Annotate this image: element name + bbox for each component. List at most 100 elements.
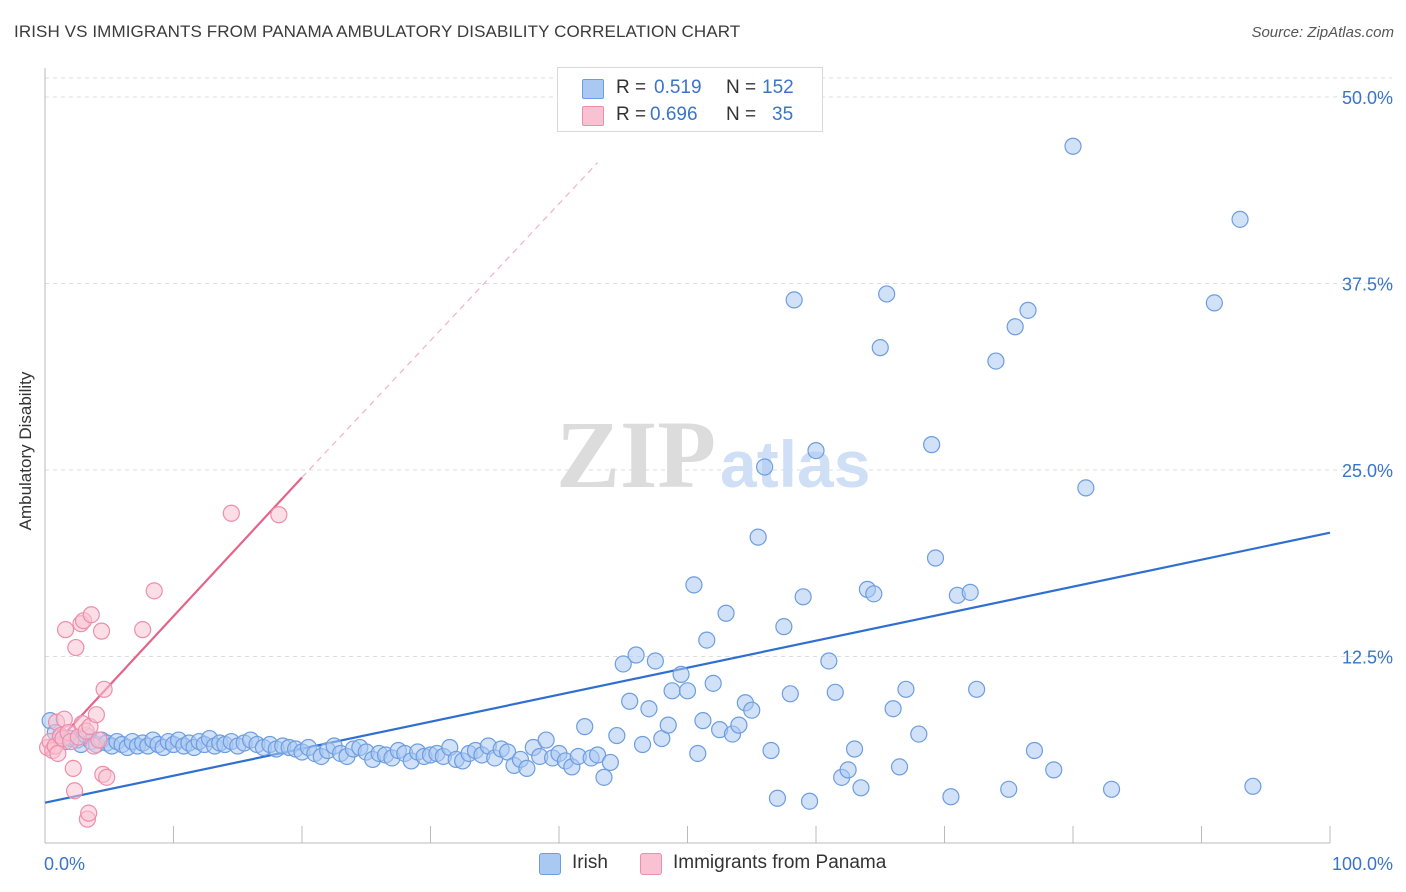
point-irish	[698, 631, 716, 649]
point-irish	[743, 701, 761, 719]
point-irish	[1019, 301, 1037, 319]
y-axis-label: Ambulatory Disability	[16, 371, 35, 531]
chart-title: IRISH VS IMMIGRANTS FROM PANAMA AMBULATO…	[14, 22, 741, 41]
point-irish	[961, 583, 979, 601]
trend-line-irish	[44, 531, 1331, 804]
gridlines	[45, 77, 1392, 657]
point-irish	[518, 759, 536, 778]
legend-n-value: 35	[772, 104, 794, 125]
point-irish	[588, 746, 607, 764]
point-irish	[685, 576, 703, 594]
bottom-legend-label-panama: Immigrants from Panama	[673, 852, 887, 873]
point-irish	[826, 683, 844, 701]
bottom-legend-swatch-panama	[640, 853, 662, 875]
point-irish	[871, 339, 889, 357]
point-irish	[694, 712, 712, 730]
bottom-legend-swatch-irish	[539, 853, 561, 875]
point-irish	[678, 682, 697, 700]
point-irish	[1045, 761, 1063, 779]
point-irish	[1205, 294, 1223, 312]
point-irish	[794, 588, 812, 606]
data-points	[38, 137, 1262, 828]
point-irish	[820, 652, 838, 670]
point-irish	[1000, 780, 1018, 798]
point-irish	[633, 735, 652, 754]
point-irish	[839, 761, 857, 779]
point-irish	[627, 646, 645, 664]
watermark-zip: ZIP	[556, 401, 716, 508]
tick-labels: 12.5% 25.0% 37.5% 50.0% 0.0% 100.0%	[44, 88, 1393, 874]
point-panama	[145, 582, 163, 600]
point-irish	[608, 726, 626, 745]
point-irish	[1025, 741, 1044, 760]
point-irish	[942, 788, 960, 806]
bottom-legend-label-irish: Irish	[572, 852, 608, 873]
point-irish	[762, 741, 780, 760]
watermark-atlas: atlas	[720, 427, 870, 501]
point-irish	[968, 680, 986, 698]
point-irish	[689, 744, 707, 763]
point-irish	[923, 436, 941, 454]
point-irish	[601, 753, 620, 772]
watermark: ZIP atlas	[556, 401, 870, 508]
point-irish	[785, 291, 803, 309]
legend-r-value: 0.519	[654, 77, 702, 98]
point-panama	[64, 759, 82, 778]
legend-swatch-panama	[582, 106, 604, 126]
point-irish	[775, 618, 793, 636]
point-irish	[614, 655, 632, 673]
trend-lines	[44, 162, 1331, 804]
point-irish	[800, 792, 819, 810]
point-irish	[704, 674, 722, 692]
point-irish	[1244, 777, 1262, 795]
point-irish	[595, 768, 613, 786]
point-panama	[49, 744, 67, 763]
point-irish	[576, 718, 594, 736]
point-irish	[1006, 318, 1024, 336]
point-irish	[1077, 479, 1095, 497]
point-panama	[82, 606, 100, 624]
point-irish	[1064, 137, 1082, 155]
y-tick-label: 12.5%	[1342, 648, 1393, 668]
point-panama	[87, 706, 106, 724]
point-irish	[865, 585, 883, 603]
point-irish	[845, 740, 864, 758]
point-irish	[852, 779, 870, 797]
x-tick-label-min: 0.0%	[44, 854, 85, 874]
point-panama	[95, 680, 113, 698]
point-panama	[134, 621, 152, 639]
y-tick-label: 25.0%	[1342, 461, 1393, 481]
legend-n-label: N =	[726, 77, 757, 98]
point-irish	[749, 528, 767, 546]
point-irish	[781, 685, 799, 703]
point-irish	[1231, 210, 1249, 228]
point-irish	[730, 716, 748, 734]
point-irish	[659, 716, 677, 734]
chart-source: Source: ZipAtlas.com	[1251, 24, 1394, 41]
point-panama	[270, 506, 288, 524]
point-irish	[537, 731, 555, 749]
point-panama	[56, 621, 75, 639]
point-panama	[92, 622, 111, 640]
legend-n-value: 152	[762, 77, 794, 98]
point-irish	[621, 692, 639, 710]
point-panama	[90, 731, 108, 749]
point-panama	[65, 782, 84, 800]
point-irish	[646, 652, 664, 670]
point-panama	[222, 504, 240, 522]
point-panama	[98, 768, 116, 786]
legend-swatch-irish	[582, 79, 604, 99]
point-panama	[80, 804, 98, 822]
point-irish	[1102, 780, 1121, 798]
point-irish	[640, 700, 658, 718]
point-irish	[717, 604, 735, 622]
point-irish	[926, 549, 945, 567]
point-irish	[910, 725, 928, 743]
point-irish	[890, 758, 909, 776]
y-tick-label: 50.0%	[1342, 88, 1393, 108]
correlation-legend: R = 0.519 N = 152 R = 0.696 N = 35	[557, 67, 823, 132]
point-irish	[768, 789, 787, 807]
point-irish	[878, 285, 896, 303]
trend-extension-panama	[301, 162, 598, 478]
